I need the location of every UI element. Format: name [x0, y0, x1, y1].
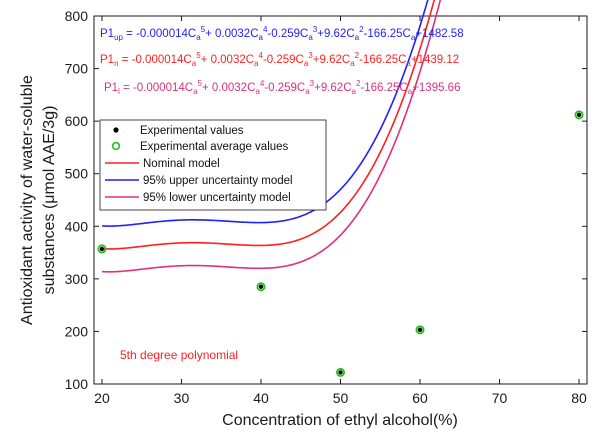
y-tick-label: 500 — [65, 166, 89, 182]
x-axis-label: Concentration of ethyl alcohol(%) — [222, 412, 458, 429]
legend-marker-experimental — [113, 127, 119, 133]
legend-label-average: Experimental average values — [140, 141, 289, 153]
y-axis-label-line-1: Antioxidant activity of water-soluble — [19, 75, 36, 325]
y-tick-label: 300 — [65, 271, 89, 287]
experimental-point — [417, 327, 423, 333]
curve-lower — [101, 0, 442, 273]
x-tick-label: 80 — [571, 390, 587, 406]
average-point — [335, 367, 345, 377]
equation-nominal: P1n = -0.000014Ca5+ 0.0032Ca4-0.259Ca3+9… — [100, 51, 459, 68]
y-axis-ticks: 100 200 300 400 500 600 700 800 — [65, 8, 587, 392]
x-tick-label: 40 — [253, 390, 269, 406]
y-axis-label-line-2: substances (μmol AAE/3g) — [41, 106, 58, 295]
legend-label-upper: 95% upper uncertainty model — [143, 175, 293, 187]
average-point — [256, 282, 266, 292]
experimental-point — [99, 246, 105, 252]
y-tick-label: 100 — [65, 376, 89, 392]
y-tick-label: 700 — [65, 61, 89, 77]
legend-label-experimental: Experimental values — [140, 125, 244, 137]
average-point — [574, 110, 584, 120]
y-tick-label: 200 — [65, 323, 89, 339]
average-point — [97, 244, 107, 254]
legend-label-lower: 95% lower uncertainty model — [143, 192, 291, 204]
model-curves — [101, 0, 442, 273]
experimental-points — [97, 110, 584, 377]
y-axis-label: Antioxidant activity of water-soluble su… — [19, 75, 58, 325]
polynomial-degree-annotation: 5th degree polynomial — [120, 348, 238, 362]
x-tick-label: 60 — [412, 390, 428, 406]
x-tick-label: 30 — [174, 390, 190, 406]
y-tick-label: 400 — [65, 218, 89, 234]
legend-label-nominal: Nominal model — [143, 158, 220, 170]
model-equations: P1up = -0.000014Ca5+ 0.0032Ca4-0.259Ca3+… — [100, 25, 464, 96]
experimental-point — [258, 284, 264, 289]
equation-upper: P1up = -0.000014Ca5+ 0.0032Ca4-0.259Ca3+… — [100, 25, 464, 42]
x-axis-ticks: 20 30 40 50 60 70 80 — [94, 16, 587, 406]
curve-nominal — [101, 0, 436, 250]
legend: Experimental values Experimental average… — [99, 119, 327, 211]
x-tick-label: 50 — [333, 390, 349, 406]
legend-box — [99, 119, 327, 211]
equation-lower: P1l = -0.000014Ca5+ 0.0032Ca4-0.259Ca3+9… — [104, 79, 460, 96]
x-tick-label: 70 — [492, 390, 508, 406]
y-tick-label: 800 — [65, 8, 89, 24]
experimental-point — [338, 370, 343, 375]
experimental-point — [576, 112, 582, 118]
x-tick-label: 20 — [94, 390, 110, 406]
legend-marker-average — [111, 141, 121, 151]
y-tick-label: 600 — [65, 113, 89, 129]
curve-upper — [101, 0, 429, 227]
average-point — [415, 325, 425, 335]
